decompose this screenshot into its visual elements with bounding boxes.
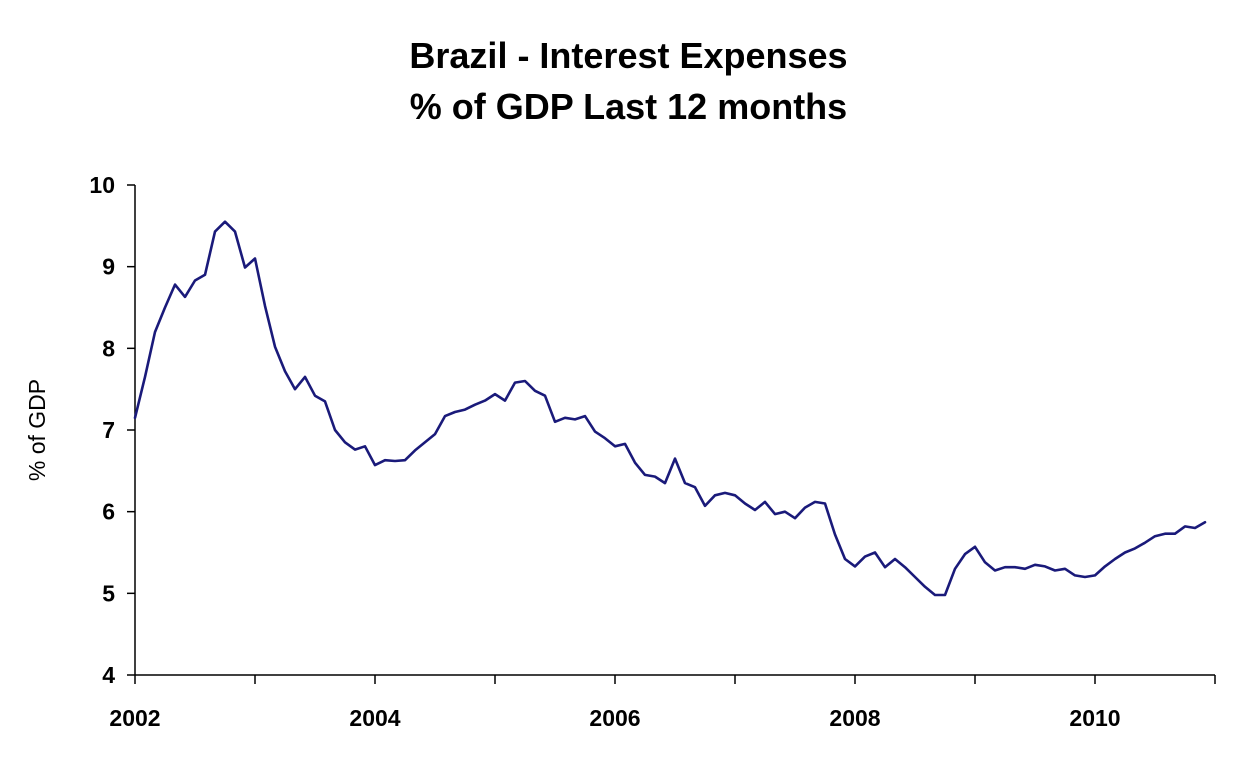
x-tick-label: 2008: [829, 705, 880, 731]
y-tick-label: 7: [102, 417, 115, 443]
x-tick-label: 2004: [349, 705, 400, 731]
chart-title: Brazil - Interest Expenses % of GDP Last…: [0, 30, 1257, 132]
chart-axes: 4 5 6 7 8 9 10 2002 2004 2006 2008 2010: [89, 172, 1216, 731]
x-tick-label: 2010: [1069, 705, 1120, 731]
y-tick-label: 9: [102, 254, 115, 280]
y-tick-label: 8: [102, 335, 115, 361]
series-line: [133, 220, 1207, 597]
y-tick-label: 4: [102, 662, 115, 688]
y-tick-label: 6: [102, 499, 115, 525]
chart-title-line-1: Brazil - Interest Expenses: [409, 35, 848, 76]
chart-title-line-2: % of GDP Last 12 months: [409, 86, 848, 127]
y-tick-label: 10: [89, 172, 115, 198]
x-tick-label: 2006: [589, 705, 640, 731]
y-tick-label: 5: [102, 580, 115, 606]
chart-plot-area: [133, 220, 1207, 597]
y-axis-label: % of GDP: [24, 379, 50, 481]
x-tick-label: 2002: [109, 705, 160, 731]
